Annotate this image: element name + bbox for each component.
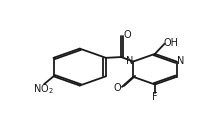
Text: NO$_2$: NO$_2$ [33, 83, 54, 96]
Text: N: N [177, 56, 185, 66]
Text: O: O [114, 83, 122, 93]
Text: O: O [124, 30, 131, 40]
Text: N: N [126, 56, 133, 66]
Text: F: F [152, 92, 158, 102]
Text: OH: OH [163, 38, 178, 48]
